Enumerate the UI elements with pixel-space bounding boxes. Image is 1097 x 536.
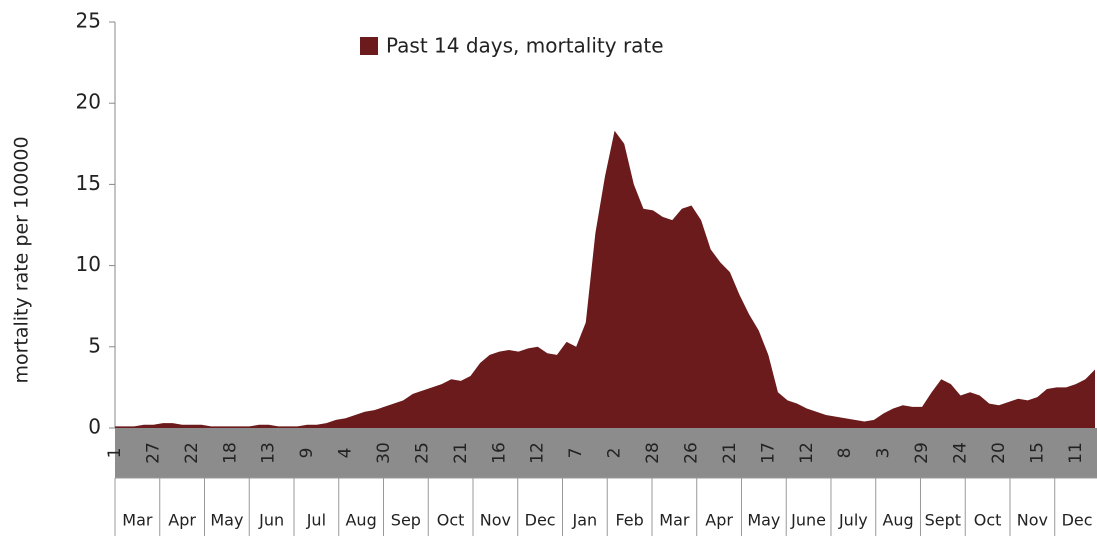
x-tick-label: 18: [220, 442, 240, 464]
x-tick-label: 16: [489, 442, 509, 464]
x-tick-label: 13: [259, 442, 279, 464]
x-tick-label: 26: [681, 442, 701, 464]
month-label: Feb: [615, 511, 643, 530]
x-tick-label: 25: [412, 442, 432, 464]
legend-swatch: [360, 37, 378, 55]
x-tick-label: 21: [451, 442, 471, 464]
month-label: Nov: [480, 511, 511, 530]
x-tick-label: 15: [1027, 442, 1047, 464]
month-label: May: [747, 511, 780, 530]
x-tick-label: 11: [1066, 442, 1086, 464]
month-label: Dec: [525, 511, 556, 530]
x-tick-label: 1: [105, 448, 125, 459]
x-tick-label: 12: [528, 442, 548, 464]
y-tick-label: 15: [76, 171, 101, 195]
x-tick-label: 9: [297, 448, 317, 459]
x-axis-band: [115, 428, 1097, 478]
x-tick-label: 29: [912, 442, 932, 464]
month-label: Nov: [1017, 511, 1048, 530]
month-label: Dec: [1062, 511, 1093, 530]
x-tick-label: 12: [797, 442, 817, 464]
x-tick-label: 7: [566, 448, 586, 459]
x-tick-label: 17: [758, 442, 778, 464]
month-label: Sept: [925, 511, 961, 530]
area: [115, 130, 1095, 429]
legend-label: Past 14 days, mortality rate: [386, 34, 664, 58]
x-tick-label: 20: [989, 442, 1009, 464]
x-tick-label: 4: [336, 448, 356, 459]
x-tick-label: 22: [182, 442, 202, 464]
x-tick-label: 3: [874, 448, 894, 459]
month-label: July: [838, 511, 868, 530]
month-label: Apr: [168, 511, 196, 530]
month-label: Jan: [572, 511, 598, 530]
y-tick-label: 10: [76, 252, 101, 276]
x-tick-label: 30: [374, 442, 394, 464]
month-label: Oct: [437, 511, 465, 530]
month-label: Sep: [391, 511, 421, 530]
x-tick-label: 24: [950, 442, 970, 464]
y-axis-label: mortality rate per 100000: [11, 136, 33, 383]
month-label: Jul: [306, 511, 326, 530]
month-label: Mar: [122, 511, 153, 530]
month-label: Oct: [974, 511, 1002, 530]
month-label: Aug: [882, 511, 913, 530]
x-tick-label: 8: [835, 448, 855, 459]
x-tick-label: 27: [143, 442, 163, 464]
month-label: Aug: [345, 511, 376, 530]
x-tick-label: 21: [720, 442, 740, 464]
x-tick-label: 2: [605, 448, 625, 459]
month-label: Jun: [258, 511, 284, 530]
y-tick-label: 0: [88, 415, 101, 439]
y-tick-label: 20: [76, 90, 101, 114]
month-label: Apr: [705, 511, 733, 530]
x-tick-label: 28: [643, 442, 663, 464]
y-tick-label: 25: [76, 9, 101, 33]
month-label: June: [790, 511, 826, 530]
month-label: Mar: [659, 511, 690, 530]
y-tick-label: 5: [88, 333, 101, 357]
month-label: May: [210, 511, 243, 530]
